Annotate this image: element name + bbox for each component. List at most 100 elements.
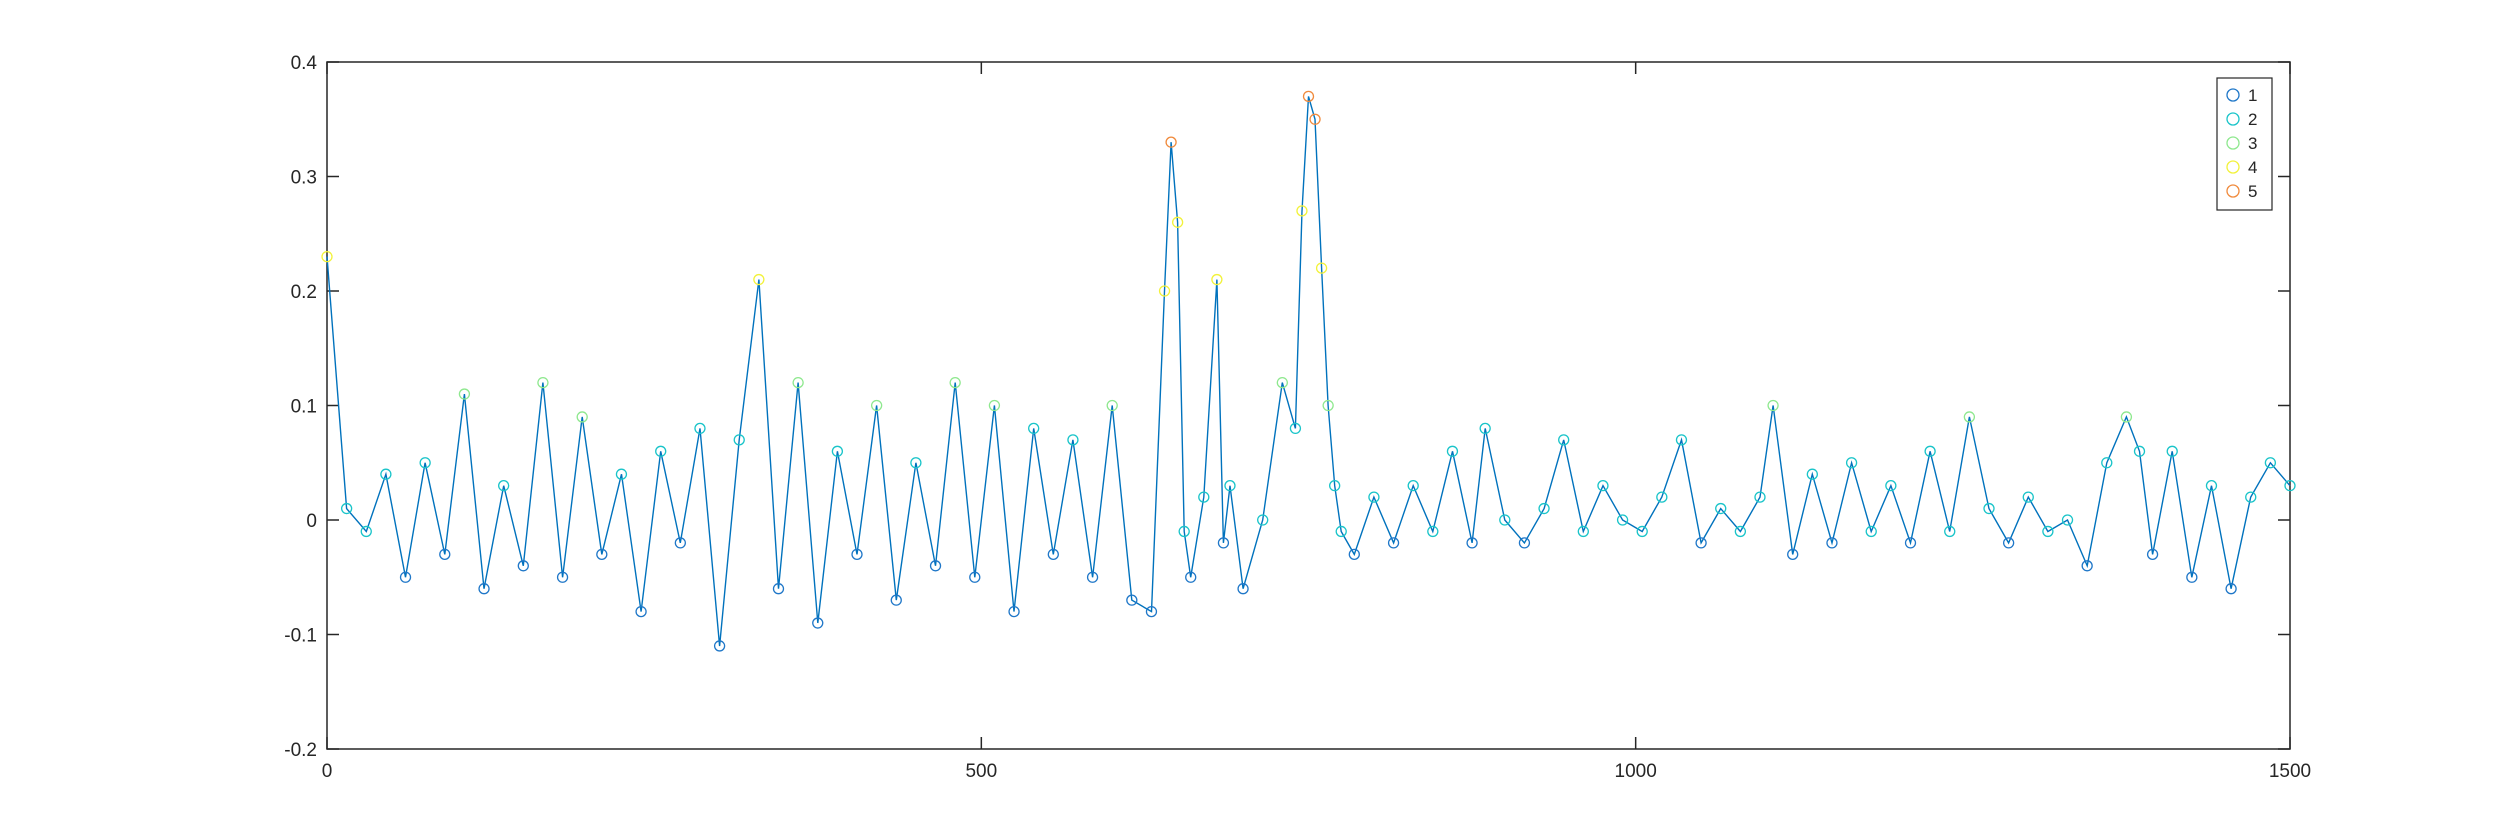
data-point <box>576 411 588 423</box>
data-point <box>1296 205 1308 217</box>
legend-marker <box>2226 88 2240 102</box>
data-point <box>2120 411 2133 423</box>
data-point <box>812 617 824 629</box>
data-point <box>615 468 628 480</box>
data-point <box>1944 525 1956 538</box>
data-point <box>1734 525 1747 538</box>
data-point <box>792 376 804 389</box>
data-point <box>360 525 372 538</box>
series-line <box>326 96 2291 647</box>
data-point <box>1329 479 1341 492</box>
data-point <box>2205 479 2218 492</box>
data-point <box>517 560 529 572</box>
data-point <box>890 594 902 606</box>
data-point <box>1315 262 1328 274</box>
data-point <box>753 273 765 286</box>
data-point <box>1518 537 1531 549</box>
data-point <box>2002 537 2015 549</box>
data-point <box>458 388 471 400</box>
data-point <box>635 605 647 618</box>
x-tick-label: 1000 <box>1615 761 1657 782</box>
y-tick-label: 0.2 <box>291 282 317 303</box>
data-point <box>399 571 412 583</box>
data-point <box>772 583 785 595</box>
legend-label: 1 <box>2248 86 2257 105</box>
data-point <box>1675 434 1688 446</box>
data-point <box>949 376 961 389</box>
data-point <box>655 445 667 457</box>
legend-marker <box>2226 160 2240 174</box>
data-point <box>988 399 1001 412</box>
data-point <box>674 537 686 549</box>
data-point <box>380 468 392 480</box>
data-point <box>1309 113 1321 125</box>
data-point <box>2042 525 2054 538</box>
data-point <box>1806 468 1818 480</box>
data-point <box>1466 537 1478 549</box>
data-point <box>831 445 844 457</box>
data-point <box>1257 514 1269 526</box>
data-point <box>969 571 981 583</box>
data-point <box>929 560 942 572</box>
data-point <box>1715 502 1727 515</box>
data-point <box>1165 136 1177 148</box>
data-point <box>2061 514 2074 526</box>
data-point <box>1597 479 1609 492</box>
y-tick-label: 0.4 <box>291 53 318 74</box>
legend-label: 2 <box>2248 110 2257 129</box>
data-point <box>439 548 451 560</box>
data-point <box>1983 502 1995 515</box>
data-point <box>1695 537 1707 549</box>
data-point <box>1211 273 1223 286</box>
x-tick-label: 1500 <box>2269 761 2311 782</box>
data-point <box>2245 491 2257 503</box>
data-point <box>851 548 863 560</box>
data-point <box>1558 434 1570 446</box>
data-point <box>2166 445 2178 457</box>
data-point <box>1754 491 1766 503</box>
data-point <box>2284 479 2296 492</box>
data-point <box>1368 491 1380 503</box>
data-point <box>1276 376 1288 389</box>
data-point <box>1178 525 1190 538</box>
legend-marker <box>2226 112 2240 126</box>
data-point <box>1885 479 1897 492</box>
data-point <box>1086 571 1099 583</box>
data-point <box>1499 514 1511 526</box>
data-point <box>2081 560 2093 572</box>
data-point <box>1106 399 1118 412</box>
data-point <box>537 376 549 389</box>
x-tick-label: 0 <box>322 761 333 782</box>
legend-marker <box>2226 184 2240 198</box>
data-point <box>1636 525 1648 538</box>
data-point <box>713 640 726 652</box>
data-point <box>1067 434 1079 446</box>
series-polyline <box>326 96 2291 647</box>
data-point <box>340 502 353 515</box>
data-point <box>1171 216 1184 228</box>
data-point <box>1335 525 1347 538</box>
data-point <box>2101 457 2113 469</box>
plot-area <box>326 61 2291 750</box>
data-point <box>1963 411 1976 423</box>
data-point <box>1145 605 1158 618</box>
data-point <box>2022 491 2034 503</box>
data-point <box>694 422 706 435</box>
data-point <box>1047 548 1059 560</box>
data-point <box>1028 422 1040 435</box>
data-point <box>1904 537 1917 549</box>
data-point <box>1158 285 1171 297</box>
data-point <box>1446 445 1459 457</box>
data-point <box>321 250 333 263</box>
y-tick-label: -0.2 <box>284 740 317 761</box>
y-tick-label: 0.1 <box>291 397 317 418</box>
data-point <box>1479 422 1491 435</box>
data-point <box>1407 479 1419 492</box>
data-point <box>2186 571 2198 583</box>
data-point <box>1126 594 1138 606</box>
data-point <box>2133 445 2146 457</box>
data-point <box>1302 90 1315 102</box>
data-point <box>1538 502 1550 515</box>
y-tick-label: 0 <box>306 511 317 532</box>
